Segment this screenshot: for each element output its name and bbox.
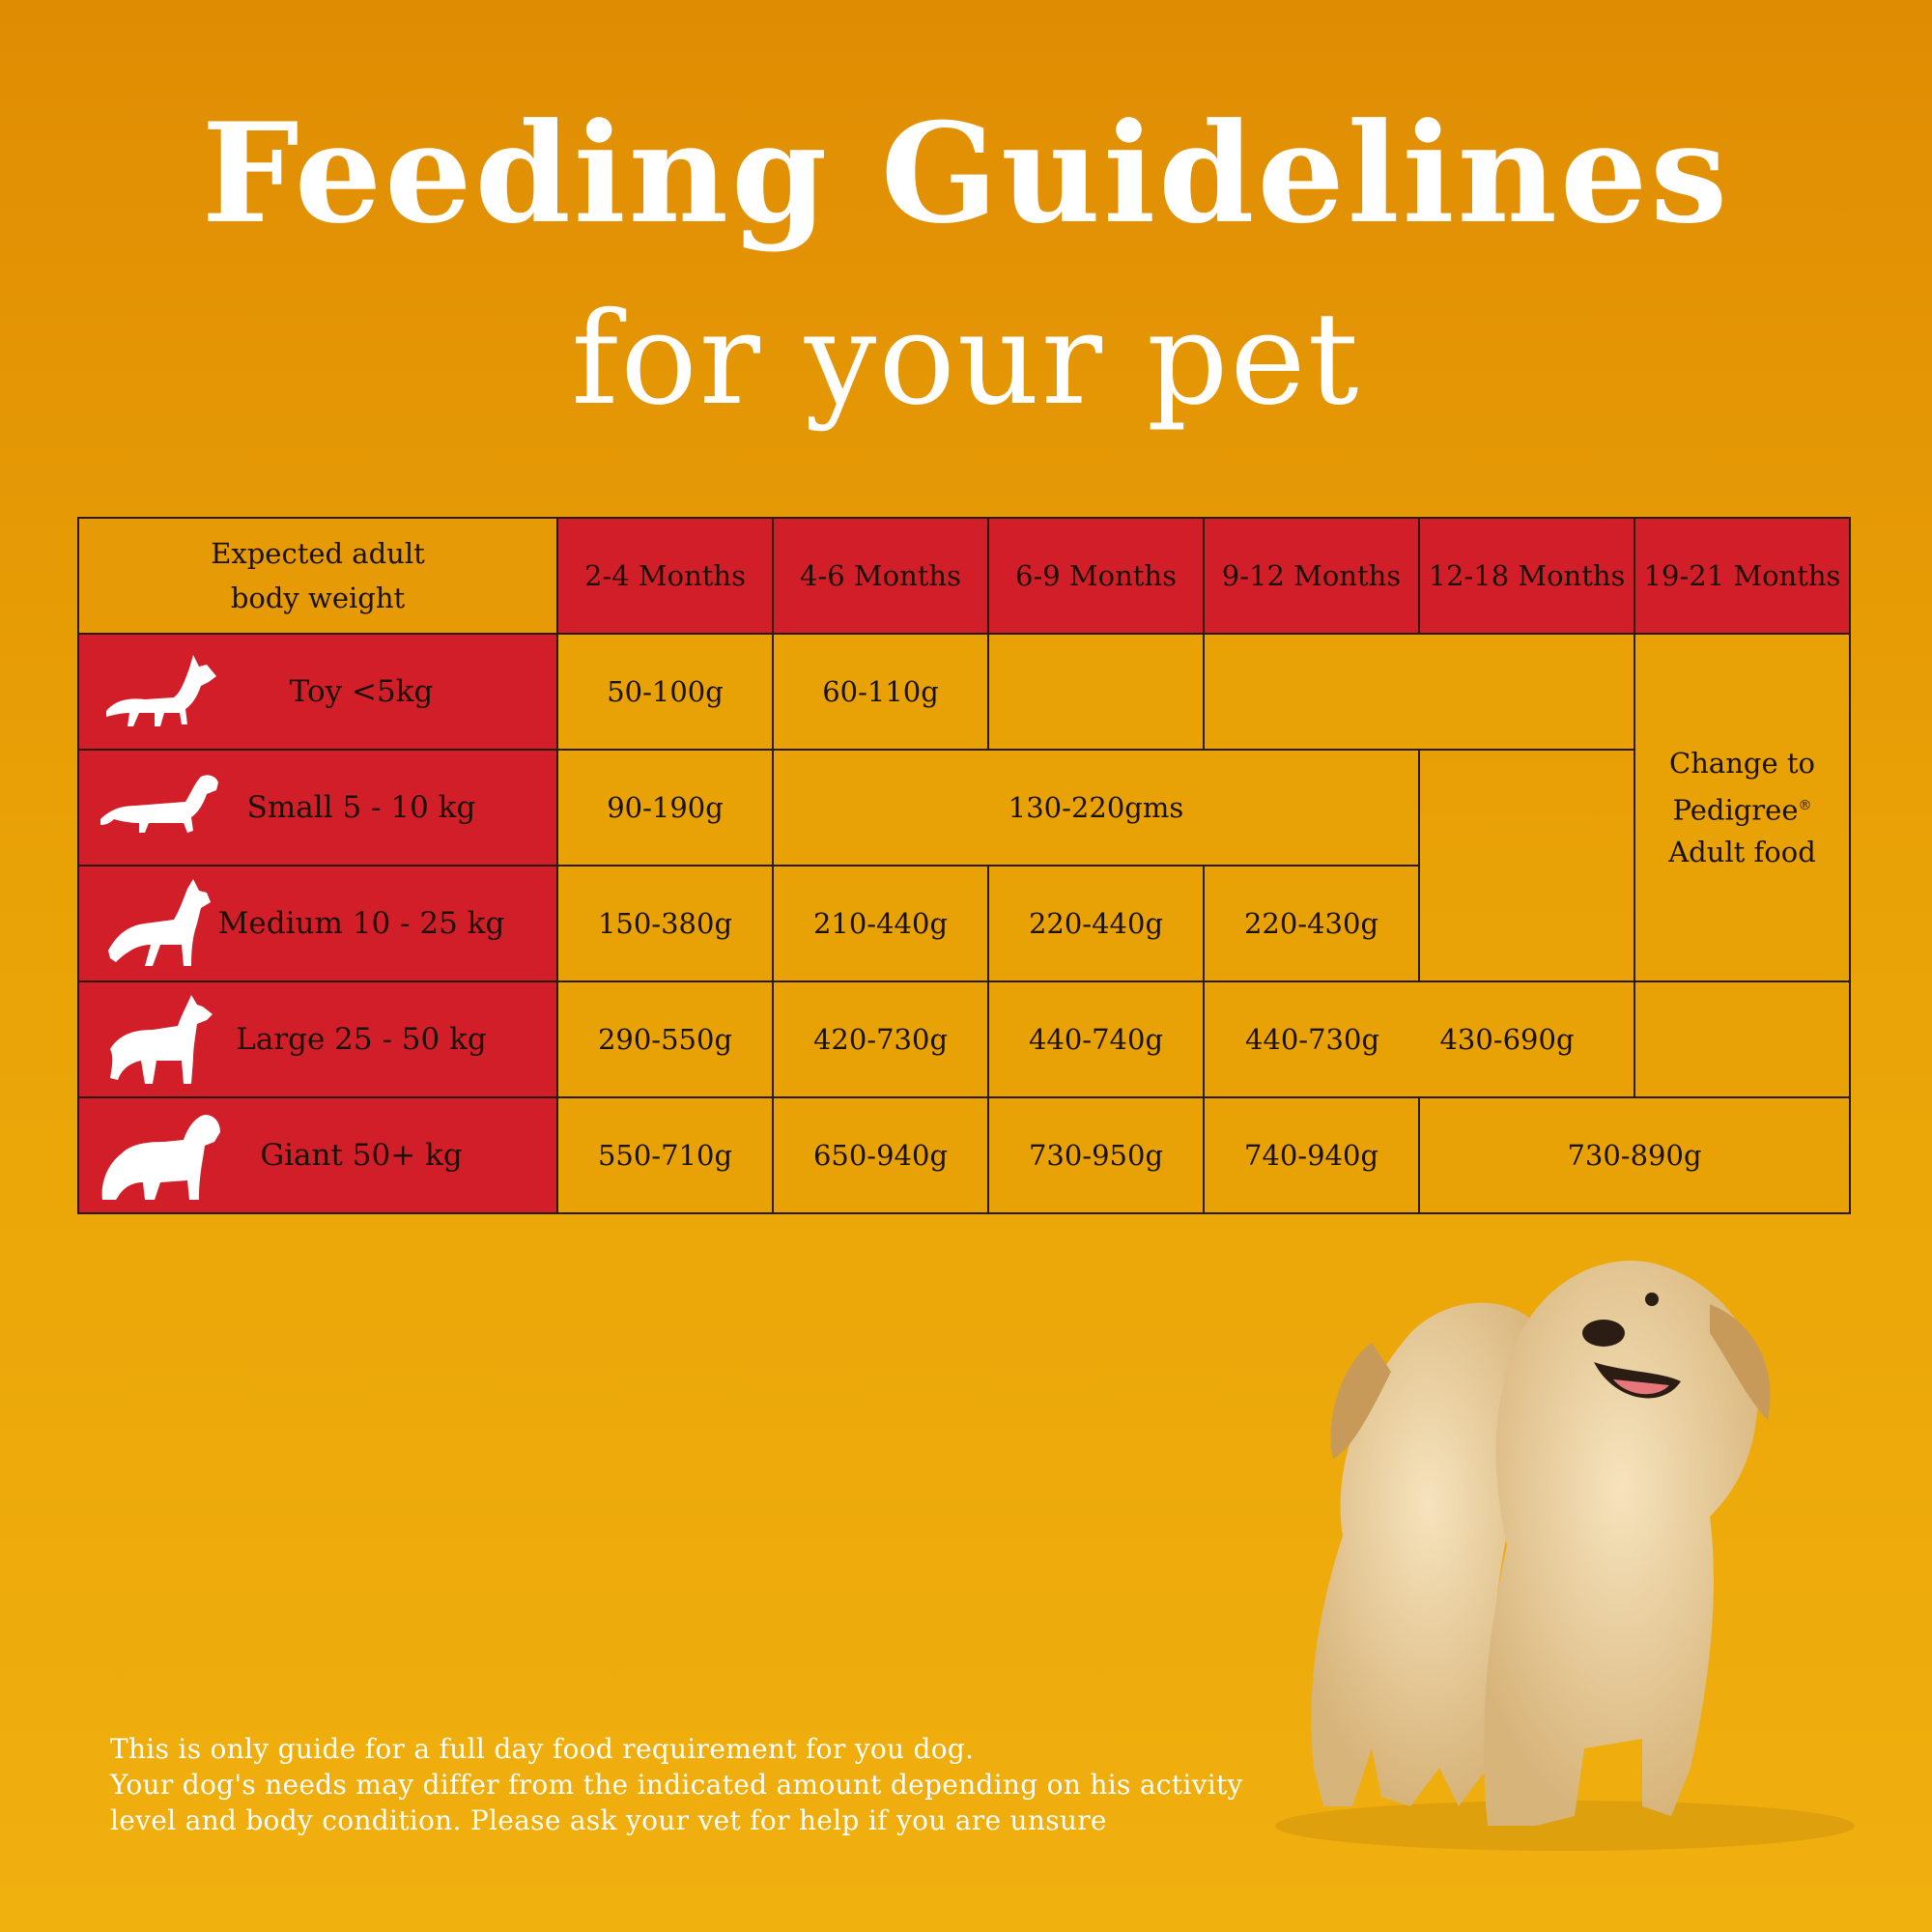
table-row-medium: Medium 10 - 25 kg 150-380g 210-440g 220-… — [77, 865, 1850, 982]
row-label-large: Large 25 - 50 kg — [77, 980, 558, 1098]
dachshund-silhouette-icon — [100, 775, 218, 833]
age-header-2-4: 2-4 Months — [556, 517, 774, 635]
adult-food-note: Change to Pedigree® Adult food — [1634, 633, 1851, 982]
cell-toy-6-9 — [987, 633, 1205, 751]
table-row-giant: Giant 50+ kg 550-710g 650-940g 730-950g … — [77, 1096, 1851, 1214]
table-header-row: Expected adult body weight 2-4 Months 4-… — [77, 517, 1851, 635]
row-label-medium: Medium 10 - 25 kg — [77, 865, 558, 982]
row-label-text: Giant 50+ kg — [260, 1138, 463, 1173]
cell-toy-9-18-blank — [1203, 633, 1635, 751]
row-label-text: Toy <5kg — [289, 674, 434, 709]
row-label-text: Large 25 - 50 kg — [236, 1022, 487, 1057]
cell-medium-6-9: 220-440g — [987, 865, 1205, 982]
cell-large-9-18: 440-730g 430-690g — [1203, 980, 1635, 1098]
footnote-line-3: level and body condition. Please ask you… — [110, 1804, 1107, 1836]
footnote: This is only guide for a full day food r… — [110, 1731, 1269, 1838]
registered-mark: ® — [1798, 797, 1812, 813]
cell-large-9-12: 440-730g — [1244, 1023, 1380, 1056]
weight-column-header: Expected adult body weight — [77, 517, 558, 635]
cell-giant-9-12: 740-940g — [1203, 1096, 1420, 1214]
cell-giant-6-9: 730-950g — [987, 1096, 1205, 1214]
cell-large-4-6: 420-730g — [772, 980, 989, 1098]
large-dog-silhouette-icon — [110, 995, 213, 1084]
adult-note-line2: Adult food — [1668, 836, 1816, 869]
row-label-giant: Giant 50+ kg — [77, 1096, 558, 1214]
row-label-text: Medium 10 - 25 kg — [217, 906, 505, 941]
giant-dog-silhouette-icon — [101, 1115, 220, 1200]
cell-toy-2-4: 50-100g — [556, 633, 774, 751]
cell-giant-2-4: 550-710g — [556, 1096, 774, 1214]
cell-small-4-12: 130-220gms — [772, 749, 1420, 867]
cell-large-19-21 — [1634, 980, 1851, 1098]
table-row-small: Small 5 - 10 kg 90-190g 130-220gms — [77, 749, 1850, 867]
row-label-small: Small 5 - 10 kg — [77, 749, 558, 867]
row-label-text: Small 5 - 10 kg — [246, 790, 476, 825]
cell-giant-4-6: 650-940g — [772, 1096, 989, 1214]
cell-large-6-9: 440-740g — [987, 980, 1205, 1098]
age-header-4-6: 4-6 Months — [772, 517, 989, 635]
table-row-toy: Toy <5kg 50-100g 60-110g Change to Pedig… — [77, 633, 1851, 982]
footnote-line-2: Your dog's needs may differ from the ind… — [110, 1769, 1243, 1801]
age-header-12-18: 12-18 Months — [1418, 517, 1635, 635]
weight-header-line1: Expected adult — [211, 537, 425, 570]
table-row-large: Large 25 - 50 kg 290-550g 420-730g 440-7… — [77, 980, 1851, 1098]
cell-large-12-18: 430-690g — [1439, 1023, 1575, 1056]
cell-small-2-4: 90-190g — [556, 749, 774, 867]
cell-medium-9-12: 220-430g — [1203, 865, 1420, 982]
age-header-9-12: 9-12 Months — [1203, 517, 1420, 635]
footnote-line-1: This is only guide for a full day food r… — [110, 1733, 975, 1765]
page-subtitle: for your pet — [571, 285, 1361, 434]
adult-note-line1: Change to Pedigree — [1669, 746, 1815, 827]
age-header-6-9: 6-9 Months — [987, 517, 1205, 635]
weight-header-line2: body weight — [230, 582, 406, 614]
feeding-table: Expected adult body weight 2-4 Months 4-… — [77, 517, 1851, 1214]
row-label-toy: Toy <5kg — [77, 633, 558, 751]
cell-toy-4-6: 60-110g — [772, 633, 989, 751]
cell-medium-2-4: 150-380g — [556, 865, 774, 982]
toy-dog-silhouette-icon — [106, 655, 216, 726]
medium-dog-silhouette-icon — [108, 879, 211, 966]
cell-medium-4-6: 210-440g — [772, 865, 989, 982]
puppies-photo — [1275, 1260, 1855, 1851]
cell-large-2-4: 290-550g — [556, 980, 774, 1098]
age-header-19-21: 19-21 Months — [1634, 517, 1851, 635]
cell-giant-12-21: 730-890g — [1418, 1096, 1851, 1214]
page-title: Feeding Guidelines — [201, 94, 1731, 254]
